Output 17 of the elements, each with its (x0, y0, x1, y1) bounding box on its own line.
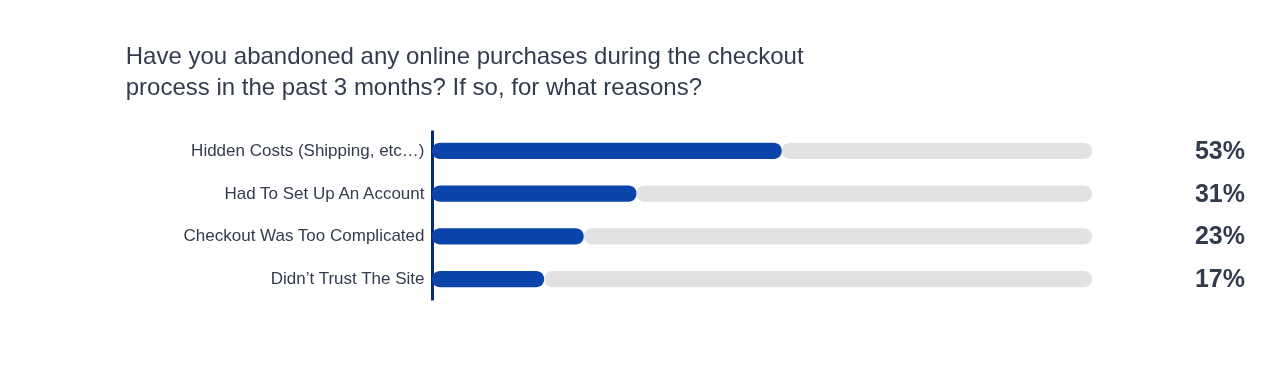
bar (432, 228, 584, 245)
y-tick-label: Didn’t Trust The Site (270, 269, 425, 289)
data-label: 17% (1194, 264, 1245, 293)
y-tick-label: Checkout Was Too Complicated (183, 226, 425, 246)
bar (544, 270, 1092, 288)
bar (583, 228, 1092, 245)
bar (432, 142, 782, 160)
bar (636, 185, 1092, 202)
data-label: 31% (1194, 178, 1245, 207)
chart-title: Have you abandoned any online purchases during the checkout process in the past 3 months? If so, for what reasons? (125, 42, 804, 100)
bar (432, 270, 545, 288)
y-tick-label: Hidden Costs (Shipping, etc…) (191, 140, 425, 160)
data-label: 53% (1194, 135, 1245, 164)
y-tick-label: Had To Set Up An Account (224, 183, 425, 203)
bar (432, 185, 637, 202)
data-label: 23% (1194, 221, 1245, 250)
bar (781, 142, 1092, 160)
